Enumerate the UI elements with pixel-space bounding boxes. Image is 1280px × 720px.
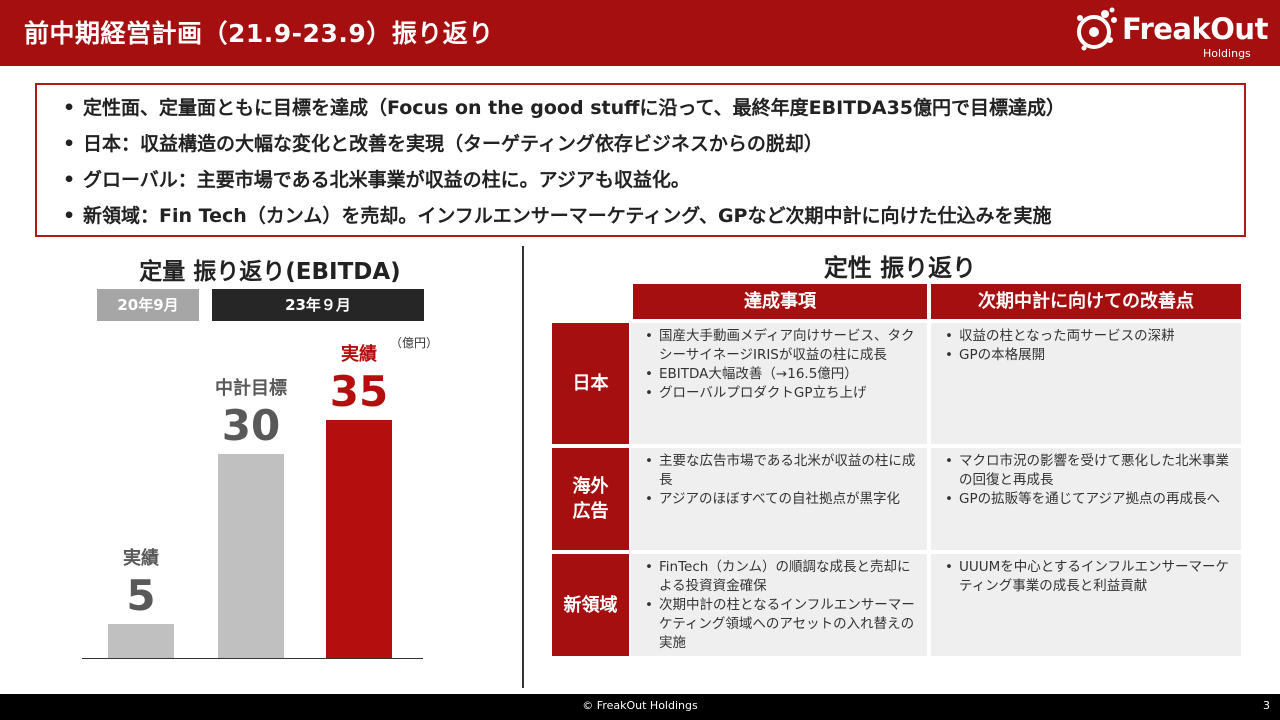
row-header-new-domain: 新領域 <box>552 554 629 656</box>
row-header-line: 海外 <box>572 476 609 497</box>
copyright-text: © FreakOut Holdings <box>582 699 698 712</box>
page-title: 前中期経営計画（21.9-23.9）振り返り <box>24 19 494 48</box>
cell-new-domain-achievements: FinTech（カンム）の順調な成長と売却による投資資金確保 次期中計の柱となる… <box>631 554 927 656</box>
period-label-2023: 23年９月 <box>212 289 424 321</box>
bar-actual-2023 <box>326 420 392 658</box>
bar-value-actual-2023: 35 <box>329 367 389 416</box>
list-item: グローバルプロダクトGP立ち上げ <box>645 384 921 403</box>
period-label-2020: 20年9月 <box>97 289 199 321</box>
cell-overseas-achievements: 主要な広告市場である北米が収益の柱に成長 アジアのほぼすべての自社拠点が黒字化 <box>631 448 927 550</box>
summary-box: 定性面、定量面ともに目標を達成（Focus on the good stuffに… <box>35 83 1246 237</box>
logo-text: FreakOut <box>1122 12 1268 46</box>
section-divider <box>522 246 524 688</box>
footer-bar: © FreakOut Holdings 3 <box>0 694 1280 720</box>
bar-label-actual-2023: 実績 <box>341 344 377 365</box>
company-logo: FreakOut Holdings <box>1072 4 1268 62</box>
chart-title: 定量 振り返り(EBITDA) <box>139 259 401 285</box>
row-header-japan: 日本 <box>552 323 629 444</box>
list-item: マクロ市況の影響を受けて悪化した北米事業の回復と再成長 <box>945 452 1235 490</box>
list-item: 国産大手動画メディア向けサービス、タクシーサイネージIRISが収益の柱に成長 <box>645 327 921 365</box>
summary-bullet: グローバル：主要市場である北米事業が収益の柱に。アジアも収益化。 <box>63 162 1244 198</box>
list-item: GPの本格展開 <box>945 346 1235 365</box>
list-item: 収益の柱となった両サービスの深耕 <box>945 327 1235 346</box>
bar-label-actual-2020: 実績 <box>123 548 159 569</box>
cell-overseas-improvements: マクロ市況の影響を受けて悪化した北米事業の回復と再成長 GPの拡販等を通じてアジ… <box>931 448 1241 550</box>
bar-actual-2020 <box>108 624 174 658</box>
bar-label-target-2023: 中計目標 <box>215 378 287 399</box>
cell-new-domain-improvements: UUUMを中心とするインフルエンサーマーケティング事業の成長と利益貢献 <box>931 554 1241 656</box>
row-header-overseas-label: 海外 広告 <box>573 474 609 524</box>
list-item: FinTech（カンム）の順調な成長と売却による投資資金確保 <box>645 558 921 596</box>
bar-value-target-2023: 30 <box>221 401 281 450</box>
row-header-overseas: 海外 広告 <box>552 448 629 550</box>
row-header-line: 広告 <box>572 501 609 522</box>
chart-unit: （億円） <box>390 336 439 350</box>
page-number: 3 <box>1263 699 1270 712</box>
summary-bullet: 新領域：Fin Tech（カンム）を売却。インフルエンサーマーケティング、GPな… <box>63 198 1244 234</box>
summary-bullet: 定性面、定量面ともに目標を達成（Focus on the good stuffに… <box>63 90 1244 126</box>
list-item: GPの拡販等を通じてアジア拠点の再成長へ <box>945 490 1235 509</box>
table-title: 定性 振り返り <box>823 254 977 282</box>
list-item: アジアのほぼすべての自社拠点が黒字化 <box>645 490 921 509</box>
freakout-logo-icon <box>1077 7 1117 51</box>
column-header-improvements: 次期中計に向けての改善点 <box>931 284 1241 319</box>
list-item: 主要な広告市場である北米が収益の柱に成長 <box>645 452 921 490</box>
cell-japan-improvements: 収益の柱となった両サービスの深耕 GPの本格展開 <box>931 323 1241 444</box>
summary-bullet: 日本：収益構造の大幅な変化と改善を実現（ターゲティング依存ビジネスからの脱却） <box>63 126 1244 162</box>
list-item: EBITDA大幅改善（→16.5億円） <box>645 365 921 384</box>
bar-value-actual-2020: 5 <box>126 571 156 620</box>
cell-japan-achievements: 国産大手動画メディア向けサービス、タクシーサイネージIRISが収益の柱に成長 E… <box>631 323 927 444</box>
bar-target-2023 <box>218 454 284 658</box>
list-item: 次期中計の柱となるインフルエンサーマーケティング領域へのアセットの入れ替えの実施 <box>645 596 921 653</box>
column-header-achievements: 達成事項 <box>633 284 927 319</box>
header-bar: 前中期経営計画（21.9-23.9）振り返り FreakOut Holdings <box>0 0 1280 66</box>
logo-subtext: Holdings <box>1203 47 1251 60</box>
list-item: UUUMを中心とするインフルエンサーマーケティング事業の成長と利益貢献 <box>945 558 1235 596</box>
chart-baseline <box>82 658 423 659</box>
